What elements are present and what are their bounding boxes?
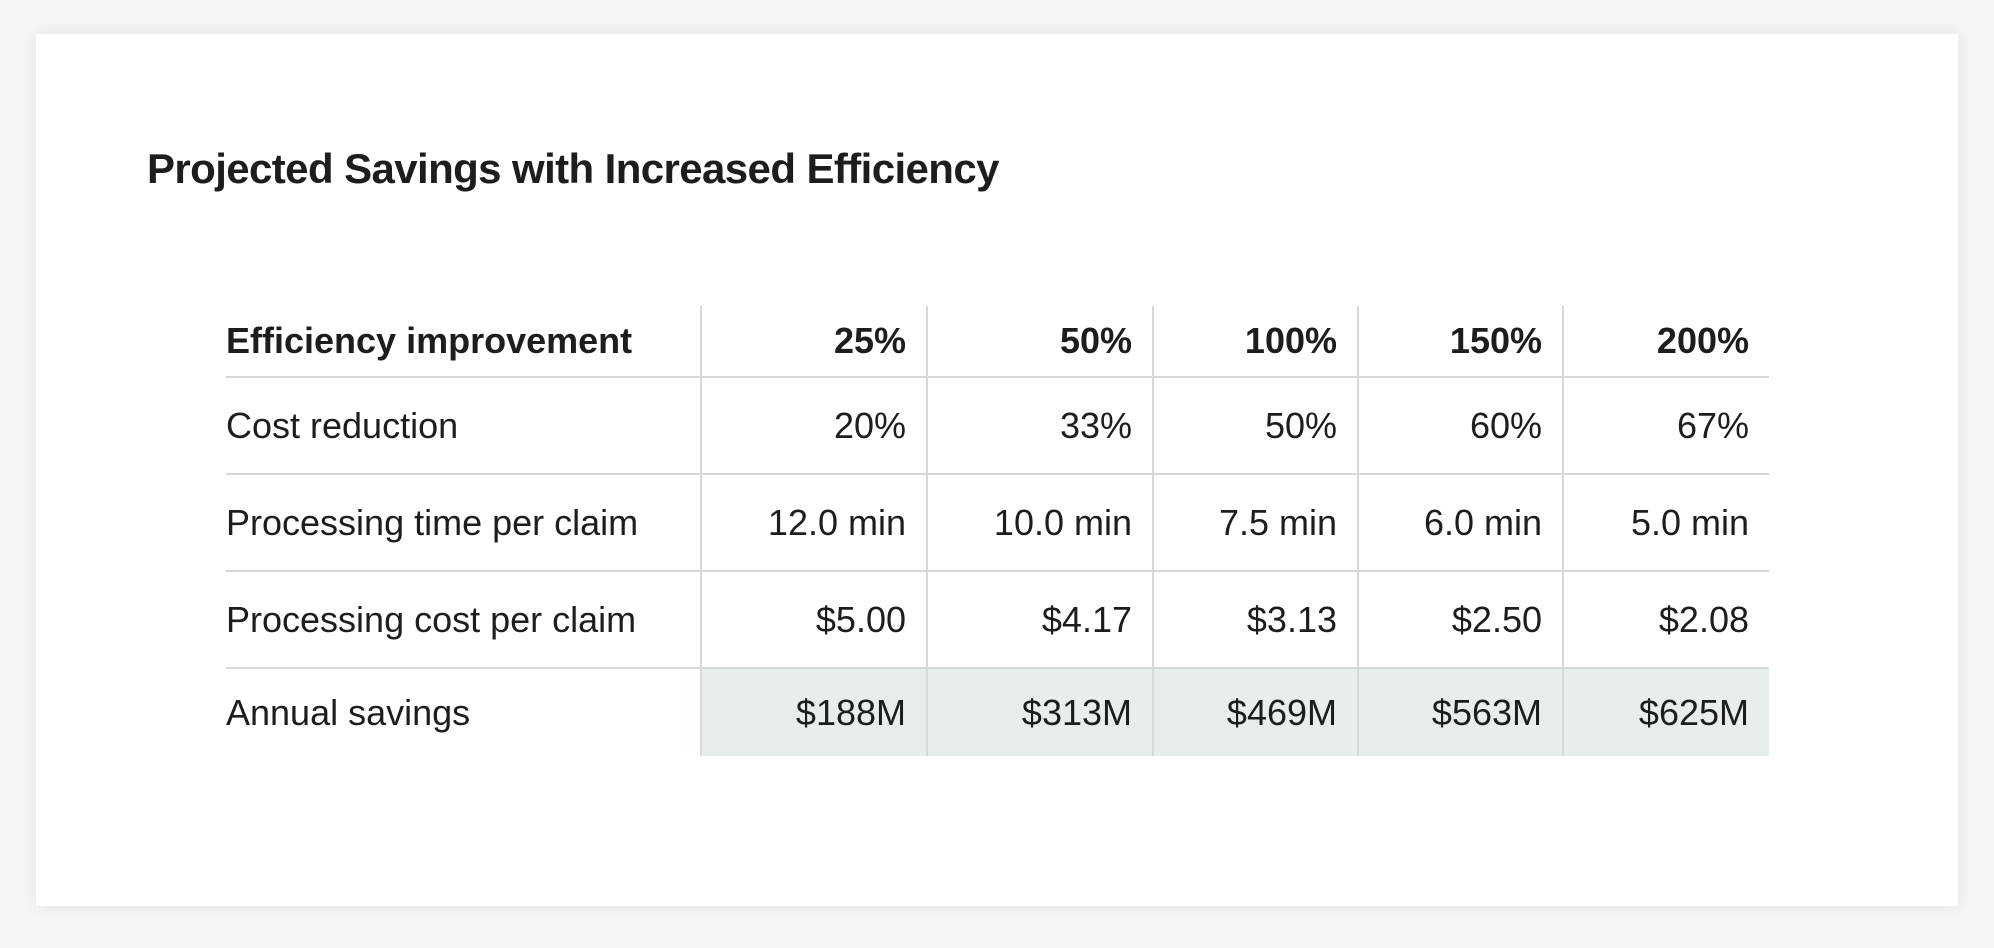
row-label: Cost reduction	[226, 377, 701, 475]
column-header-50: 50%	[926, 306, 1153, 378]
table-cell: $5.00	[700, 571, 927, 669]
table-cell: $4.17	[926, 571, 1153, 669]
column-header-200: 200%	[1562, 306, 1769, 378]
column-header-100: 100%	[1152, 306, 1358, 378]
highlighted-cell: $563M	[1357, 668, 1563, 756]
savings-table: Efficiency improvement 25% 50% 100% 150%…	[226, 306, 1769, 756]
table-cell: 10.0 min	[926, 474, 1153, 572]
table-cell: 33%	[926, 377, 1153, 475]
row-label: Annual savings	[226, 691, 471, 733]
highlighted-cell: $313M	[926, 668, 1153, 756]
table-cell: 6.0 min	[1357, 474, 1563, 572]
table-cell: 20%	[700, 377, 927, 475]
table-cell: $3.13	[1152, 571, 1358, 669]
highlighted-cell: $625M	[1562, 668, 1769, 756]
table-cell: 60%	[1357, 377, 1563, 475]
table-row-processing-time: Processing time per claim 12.0 min 10.0 …	[226, 474, 1769, 572]
table-cell: $2.08	[1562, 571, 1769, 669]
table-cell: 50%	[1152, 377, 1358, 475]
column-header-150: 150%	[1357, 306, 1563, 378]
table-cell: 67%	[1562, 377, 1769, 475]
row-label: Processing cost per claim	[226, 571, 701, 669]
table-header-row: Efficiency improvement 25% 50% 100% 150%…	[226, 306, 1769, 378]
table-cell: 12.0 min	[700, 474, 927, 572]
table-cell: $2.50	[1357, 571, 1563, 669]
table-row-processing-cost: Processing cost per claim $5.00 $4.17 $3…	[226, 571, 1769, 669]
column-header-25: 25%	[700, 306, 927, 378]
page-title: Projected Savings with Increased Efficie…	[147, 145, 999, 192]
table-cell: 5.0 min	[1562, 474, 1769, 572]
highlighted-cell: $188M	[700, 668, 927, 756]
column-header-efficiency-improvement: Efficiency improvement	[226, 306, 701, 378]
highlighted-cell: $469M	[1152, 668, 1358, 756]
table-cell: 7.5 min	[1152, 474, 1358, 572]
row-label: Processing time per claim	[226, 474, 701, 572]
table-row-cost-reduction: Cost reduction 20% 33% 50% 60% 67%	[226, 377, 1769, 475]
table-row-annual-savings: Annual savings $188M $313M $469M $563M $…	[226, 668, 1769, 756]
report-card: Projected Savings with Increased Efficie…	[36, 34, 1958, 906]
